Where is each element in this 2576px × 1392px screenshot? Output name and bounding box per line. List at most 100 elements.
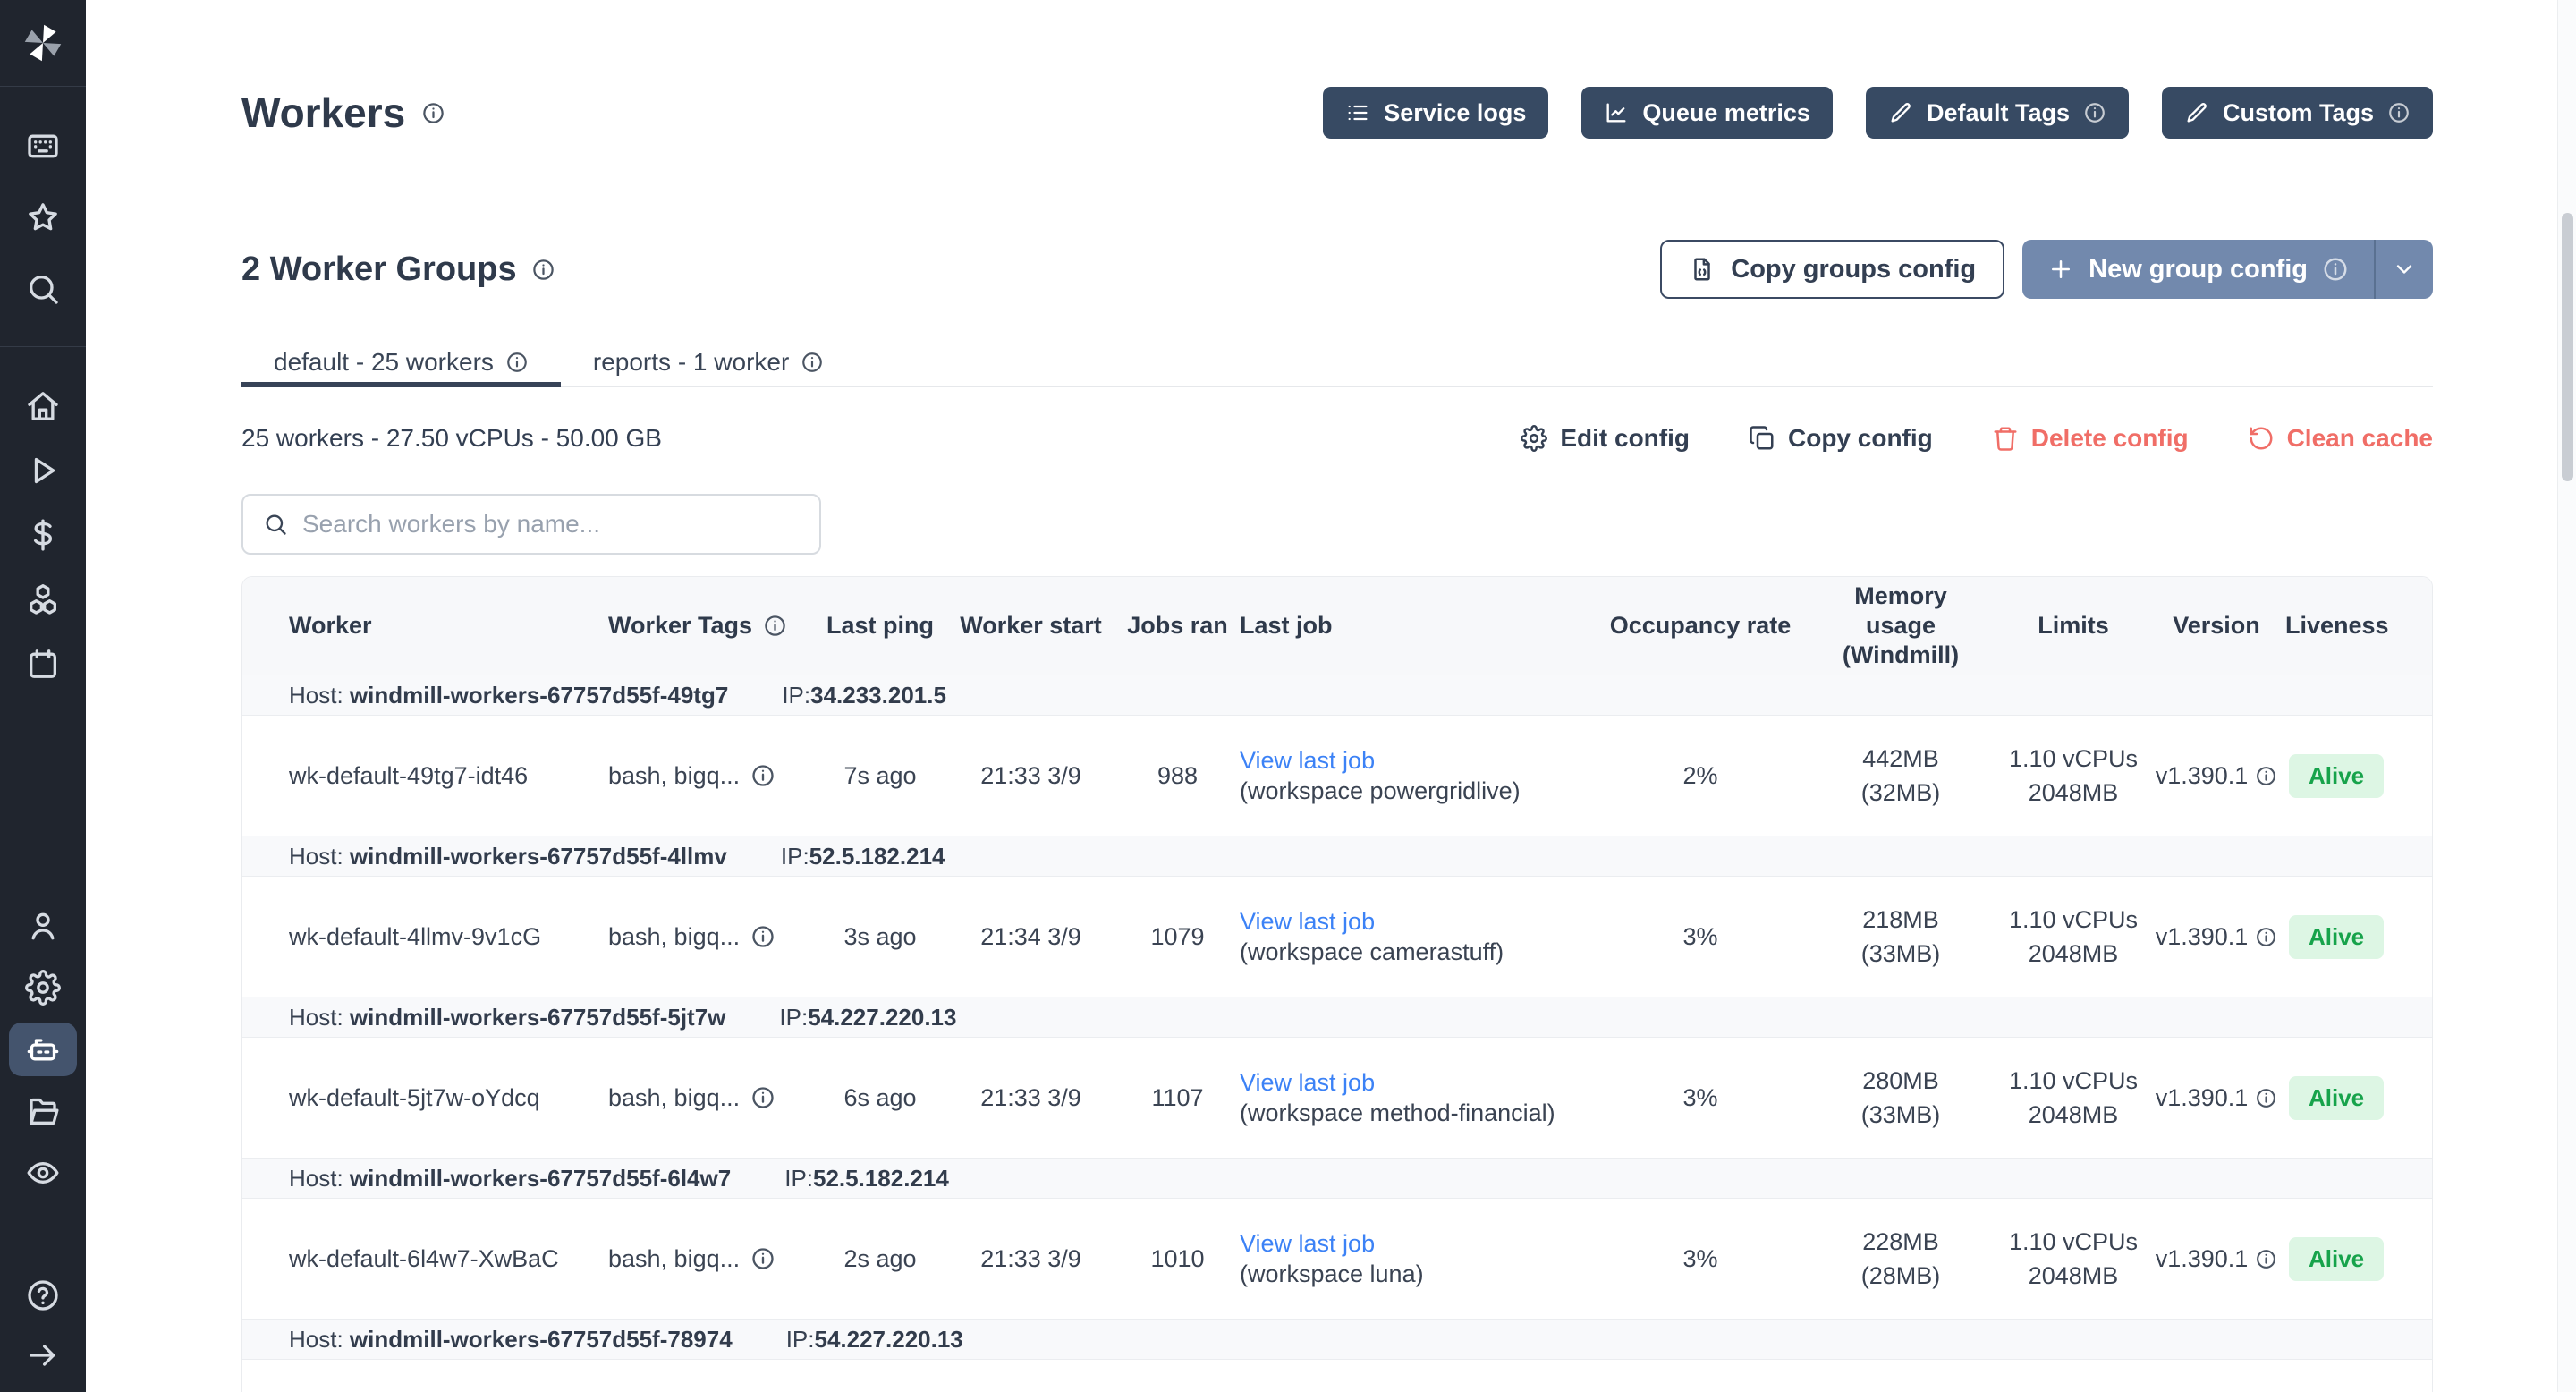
sidebar-item-search[interactable] [0, 253, 86, 325]
sidebar-item-play[interactable] [0, 438, 86, 503]
info-icon[interactable] [763, 614, 787, 638]
worker-tags: bash, bigq... [608, 1084, 814, 1112]
info-icon[interactable] [2255, 926, 2277, 948]
info-icon[interactable] [2322, 256, 2349, 283]
view-last-job-link[interactable]: View last job [1240, 906, 1375, 937]
tab-default[interactable]: default - 25 workers [242, 343, 561, 387]
chart-icon [1604, 100, 1629, 125]
copy-icon [1749, 425, 1775, 452]
copy-groups-config-button[interactable]: Copy groups config [1660, 240, 2004, 299]
sidebar-item-apps[interactable] [0, 110, 86, 182]
sidebar [0, 0, 86, 1392]
version: v1.390.1 [2148, 923, 2285, 951]
limits: 1.10 vCPUs2048MB [1999, 1064, 2148, 1132]
liveness: Alive [2285, 1076, 2433, 1120]
default-tags-button[interactable]: Default Tags [1866, 87, 2129, 139]
refresh-icon [2248, 425, 2275, 452]
info-icon[interactable] [750, 924, 775, 949]
main-content: Workers Service logs Queue metrics Defau… [86, 84, 2576, 1392]
table-row: wk-default-49tg7-idt46 bash, bigq... 7s … [242, 716, 2432, 836]
memory-usage: 280MB(33MB) [1802, 1064, 1999, 1132]
sidebar-item-arrow-right[interactable] [0, 1325, 86, 1385]
worker-start: 21:33 3/9 [946, 1084, 1115, 1112]
version: v1.390.1 [2148, 762, 2285, 790]
sidebar-divider [0, 86, 86, 87]
queue-metrics-button[interactable]: Queue metrics [1581, 87, 1833, 139]
worker-start: 21:33 3/9 [946, 762, 1115, 790]
info-icon[interactable] [750, 1246, 775, 1271]
edit-config-button[interactable]: Edit config [1521, 424, 1690, 453]
user-icon [25, 908, 61, 944]
new-group-config-button[interactable]: New group config [2022, 240, 2433, 299]
delete-config-button[interactable]: Delete config [1992, 424, 2189, 453]
info-icon[interactable] [2387, 101, 2411, 124]
search-input[interactable] [302, 510, 800, 539]
view-last-job-link[interactable]: View last job [1240, 1228, 1375, 1259]
worker-name: wk-default-6l4w7-XwBaC [242, 1245, 608, 1273]
view-last-job-link[interactable]: View last job [1240, 1067, 1375, 1098]
version: v1.390.1 [2148, 1245, 2285, 1273]
search-icon [263, 512, 288, 537]
host-row: Host: windmill-workers-67757d55f-4llmv I… [242, 836, 2432, 877]
sidebar-item-cubes[interactable] [0, 567, 86, 632]
sidebar-item-calendar[interactable] [0, 632, 86, 696]
column-header: Limits [1999, 611, 2148, 641]
info-icon[interactable] [531, 258, 555, 282]
last-ping: 2s ago [814, 1245, 946, 1273]
windmill-logo-icon[interactable] [0, 0, 86, 86]
jobs-ran: 1010 [1115, 1245, 1240, 1273]
host-row: Host: windmill-workers-67757d55f-5jt7w I… [242, 997, 2432, 1038]
calendar-icon [25, 646, 61, 682]
last-job-workspace: (workspace powergridlive) [1240, 776, 1521, 806]
info-icon[interactable] [421, 101, 445, 125]
sidebar-item-user[interactable] [0, 895, 86, 956]
custom-tags-button[interactable]: Custom Tags [2162, 87, 2433, 139]
column-header: Worker [242, 611, 608, 641]
last-job: View last job (workspace powergridlive) [1240, 745, 1598, 806]
info-icon[interactable] [801, 351, 824, 374]
info-icon[interactable] [750, 763, 775, 788]
scrollbar[interactable] [2557, 0, 2576, 1392]
worker-tags: bash, bigq... [608, 923, 814, 951]
sidebar-item-help[interactable] [0, 1265, 86, 1325]
info-icon[interactable] [2255, 1087, 2277, 1109]
sidebar-item-folder[interactable] [0, 1080, 86, 1142]
chevron-down-icon[interactable] [2374, 240, 2433, 299]
last-ping: 6s ago [814, 1084, 946, 1112]
jobs-ran: 1079 [1115, 923, 1240, 951]
table-row: wk-default-6l4w7-XwBaC bash, bigq... 2s … [242, 1199, 2432, 1320]
occupancy-rate: 3% [1598, 1084, 1802, 1112]
info-icon[interactable] [2255, 1248, 2277, 1270]
play-icon [25, 453, 61, 488]
clean-cache-button[interactable]: Clean cache [2248, 424, 2433, 453]
view-last-job-link[interactable]: View last job [1240, 745, 1375, 776]
worker-start: 21:34 3/9 [946, 923, 1115, 951]
sidebar-item-robot[interactable] [0, 1018, 86, 1080]
liveness-badge: Alive [2289, 915, 2384, 959]
dollar-icon [25, 517, 61, 553]
service-logs-button[interactable]: Service logs [1323, 87, 1548, 139]
host-name: Host: windmill-workers-67757d55f-6l4w7 [289, 1165, 731, 1193]
info-icon[interactable] [505, 351, 529, 374]
info-icon[interactable] [2083, 101, 2106, 124]
sidebar-item-home[interactable] [0, 374, 86, 438]
worker-tags: bash, bigq... [608, 1245, 814, 1273]
copy-config-button[interactable]: Copy config [1749, 424, 1933, 453]
tab-reports[interactable]: reports - 1 worker [561, 343, 856, 387]
sidebar-item-gear[interactable] [0, 956, 86, 1018]
limits: 1.10 vCPUs2048MB [1999, 1225, 2148, 1293]
page-title: Workers [242, 89, 445, 137]
sidebar-item-dollar[interactable] [0, 503, 86, 567]
host-name: Host: windmill-workers-67757d55f-49tg7 [289, 682, 728, 709]
info-icon[interactable] [2255, 765, 2277, 787]
sidebar-item-star[interactable] [0, 182, 86, 253]
sidebar-item-eye[interactable] [0, 1142, 86, 1203]
last-ping: 7s ago [814, 762, 946, 790]
info-icon[interactable] [750, 1085, 775, 1110]
scrollbar-thumb [2562, 213, 2573, 481]
memory-usage: 228MB(28MB) [1802, 1225, 1999, 1293]
pen-icon [2184, 100, 2209, 125]
worker-groups-heading: 2 Worker Groups [242, 250, 555, 289]
search-box [242, 494, 821, 555]
liveness-badge: Alive [2289, 754, 2384, 798]
